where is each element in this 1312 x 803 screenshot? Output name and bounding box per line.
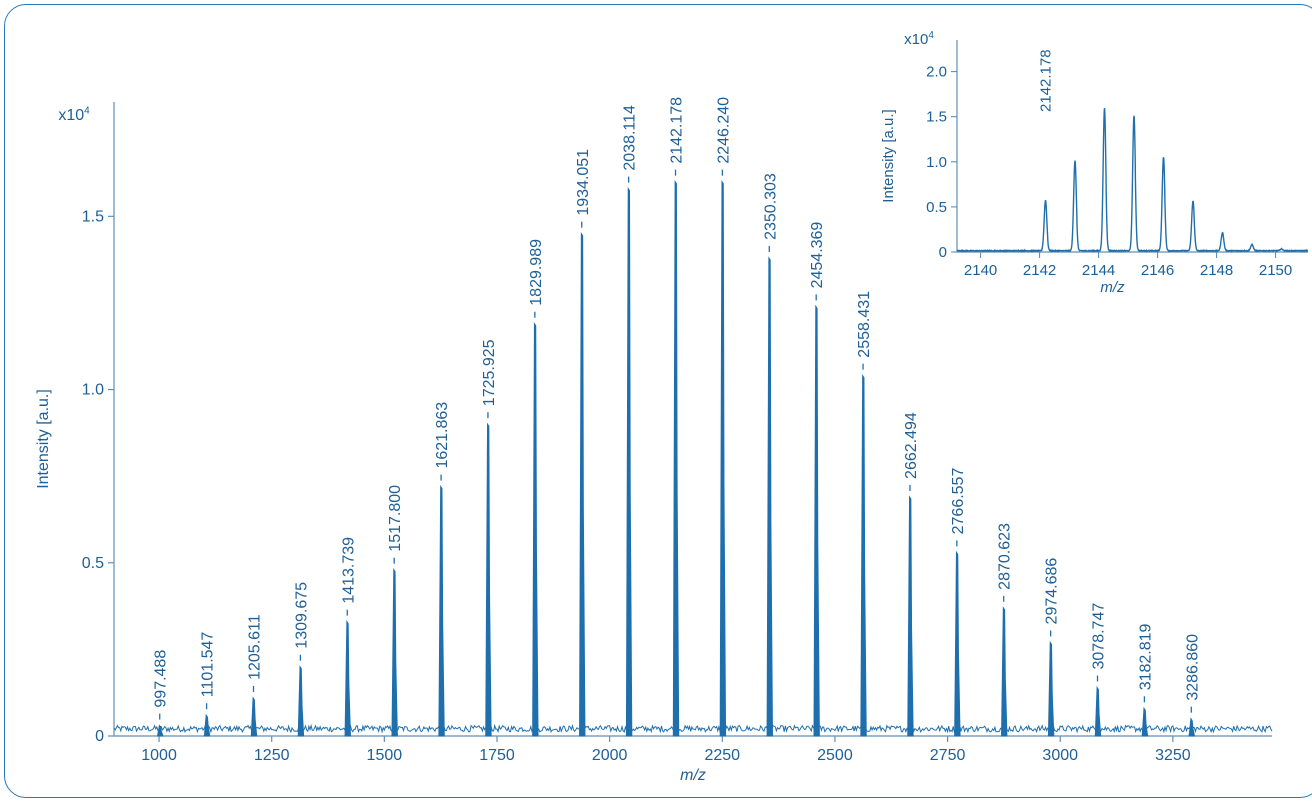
- main-plot: 0 0.5 1.0 1.5 1000 1250 1500 1750 2000 2250 2500 27…: [35, 97, 1273, 784]
- peak-label: 2766.557: [950, 468, 967, 535]
- inset-spectrum-trace: [956, 107, 1309, 253]
- spectrum-peak: [766, 256, 773, 737]
- peak-label: 1517.800: [387, 485, 404, 552]
- spectrum-baseline: [113, 723, 1273, 734]
- spectrum-peak: [1001, 606, 1008, 737]
- y-tick-label: 1.0: [82, 382, 104, 399]
- x-tick-label: 3000: [1042, 747, 1078, 764]
- spectrum-peak: [532, 322, 539, 737]
- spectrum-peak: [485, 422, 492, 737]
- figure-frame: [4, 4, 1312, 798]
- x-tick-label: 2250: [704, 747, 740, 764]
- spectrum-peak: [813, 304, 820, 737]
- inset-x-tick-label: 2142: [1023, 262, 1056, 279]
- spectrum-peak: [156, 724, 164, 737]
- spectrum-peak: [1188, 717, 1196, 737]
- inset-y-tick-label: 2.0: [926, 64, 947, 81]
- y-tick-label: 0.5: [82, 555, 104, 572]
- peak-label: 3182.819: [1137, 623, 1154, 690]
- spectrum-peak: [625, 186, 633, 737]
- inset-y-tick-label: 0.5: [926, 199, 947, 216]
- inset-y-tick-label: 1.5: [926, 109, 947, 126]
- spectrum-peak: [297, 665, 305, 737]
- peak-label: 1934.051: [575, 149, 592, 216]
- inset-y-multiplier: x104: [904, 30, 934, 48]
- peak-label: 2454.369: [809, 222, 826, 289]
- spectrum-peak: [438, 484, 445, 737]
- spectrum-peak: [1094, 685, 1102, 737]
- y-multiplier: x104: [58, 106, 90, 124]
- peak-label: 1413.739: [340, 537, 357, 604]
- inset-peak-label: 2142.178: [1037, 49, 1054, 112]
- inset-y-tick-label: 1.0: [926, 154, 947, 171]
- inset-plot: 0 0.5 1.0 1.5 2.0 2140 2142 2144 2146 2148 2150 m/z…: [880, 30, 1309, 296]
- peak-label: 1309.675: [293, 582, 310, 649]
- x-tick-label: 1000: [141, 747, 177, 764]
- spectrum-peak: [250, 696, 258, 737]
- inset-x-tick-label: 2150: [1259, 262, 1292, 279]
- y-tick-label: 0: [95, 728, 104, 745]
- peak-label: 1101.547: [200, 632, 217, 698]
- x-tick-label: 2750: [930, 747, 966, 764]
- spectrum-peak: [203, 713, 211, 737]
- inset-x-tick-label: 2144: [1082, 262, 1115, 279]
- spectrum-peak: [391, 568, 398, 737]
- peak-label: 1829.989: [528, 239, 545, 306]
- spectrum-peak: [954, 550, 961, 737]
- inset-y-axis-title: Intensity [a.u.]: [880, 109, 897, 202]
- y-axis-title: Intensity [a.u.]: [35, 389, 52, 489]
- spectrum-peak: [907, 495, 914, 737]
- inset-x-tick-label: 2146: [1141, 262, 1174, 279]
- peak-label: 2350.303: [762, 173, 779, 240]
- peak-label: 1725.925: [481, 339, 498, 406]
- peak-label: 2974.686: [1044, 558, 1061, 625]
- peak-label: 2662.494: [903, 412, 920, 479]
- peak-label: 1621.863: [434, 402, 451, 469]
- inset-x-tick-label: 2148: [1200, 262, 1233, 279]
- spectrum-peak: [672, 180, 680, 737]
- peak-label: 2246.240: [715, 97, 732, 164]
- x-tick-label: 1750: [479, 747, 515, 764]
- x-tick-label: 3250: [1155, 747, 1191, 764]
- inset-x-tick-label: 2140: [964, 262, 997, 279]
- peak-label: 997.488: [153, 650, 170, 708]
- peak-label: 3286.860: [1184, 634, 1201, 701]
- peak-label: 2870.623: [997, 523, 1014, 590]
- peak-label: 2142.178: [669, 97, 686, 164]
- inset-y-tick-label: 0: [939, 244, 947, 261]
- x-tick-label: 2000: [592, 747, 628, 764]
- inset-x-axis-title: m/z: [1100, 279, 1125, 296]
- peak-label: 3078.747: [1090, 603, 1107, 670]
- x-tick-label: 2500: [817, 747, 853, 764]
- peak-label: 1205.611: [247, 614, 264, 680]
- x-tick-label: 1500: [367, 747, 403, 764]
- peak-label: 2038.114: [622, 105, 639, 171]
- spectrum-peak: [579, 231, 586, 737]
- spectrum-peak: [344, 620, 351, 737]
- spectrum-peak: [1141, 706, 1149, 737]
- y-tick-label: 1.5: [82, 208, 104, 225]
- spectrum-peak: [719, 180, 727, 737]
- spectrum-peak: [1047, 640, 1055, 737]
- spectrum-peak: [860, 374, 867, 737]
- peak-label: 2558.431: [856, 291, 873, 358]
- x-axis-title: m/z: [680, 767, 706, 784]
- x-tick-label: 1250: [254, 747, 290, 764]
